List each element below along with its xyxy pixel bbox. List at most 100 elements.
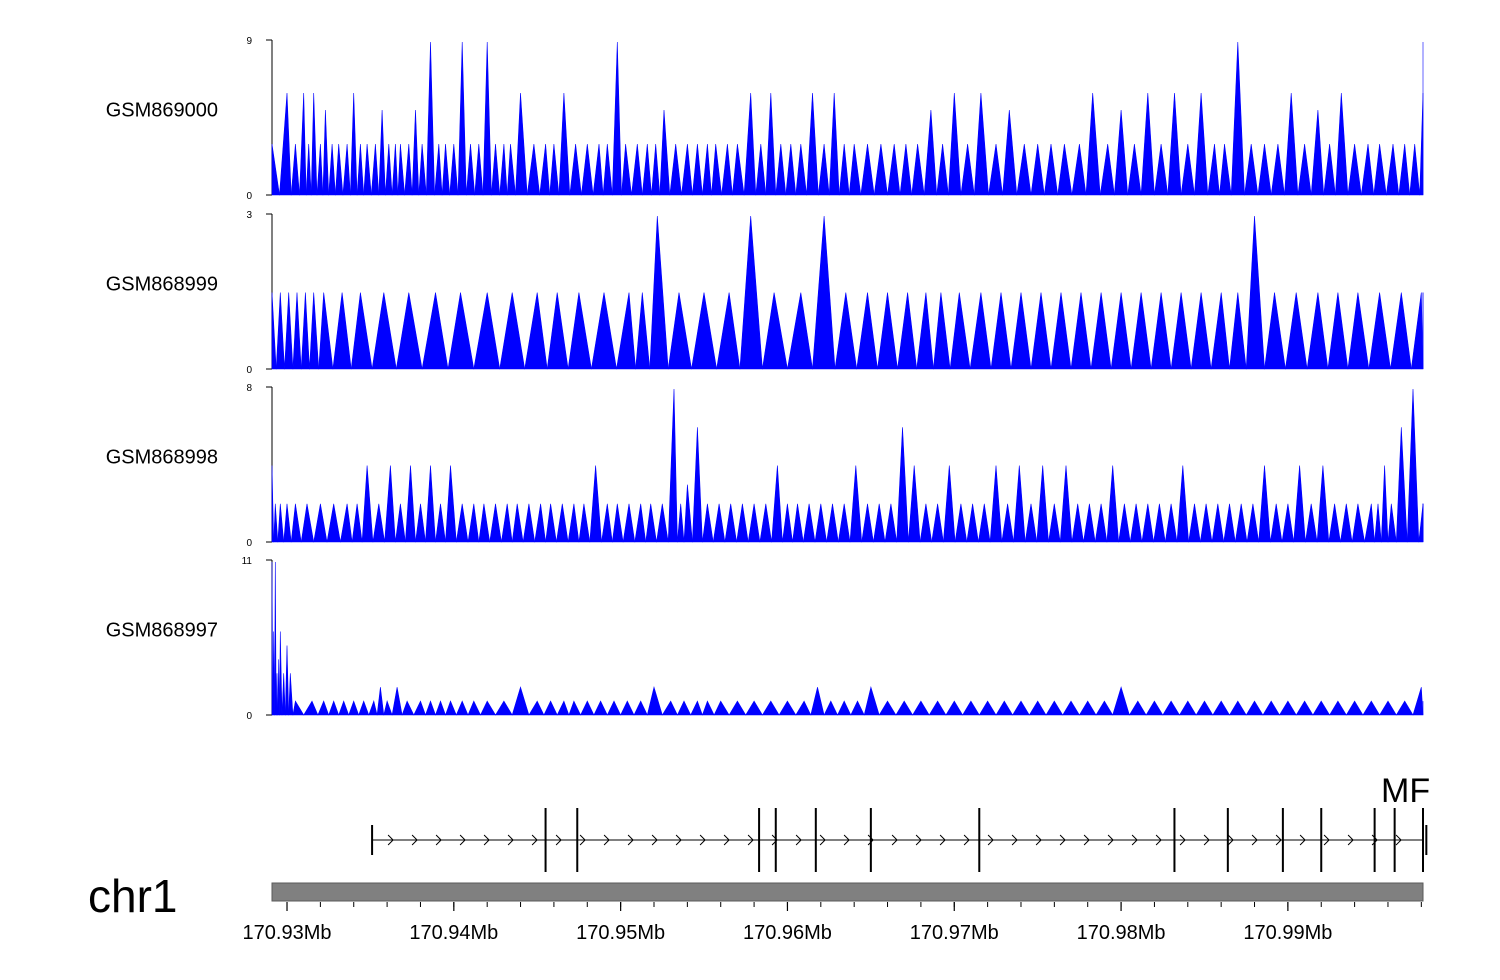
exon: [758, 808, 761, 872]
signal-peak: [425, 41, 435, 196]
signal-peak: [1045, 700, 1064, 716]
signal-peak: [539, 143, 551, 196]
signal-peak: [745, 700, 763, 716]
signal-peak: [1368, 292, 1391, 370]
strand-arrow: [603, 834, 610, 846]
signal-peak: [1162, 700, 1181, 716]
signal-peak: [482, 41, 492, 196]
signal-peak: [384, 465, 396, 543]
signal-peak: [1329, 700, 1347, 716]
strand-arrow: [987, 834, 994, 846]
signal-peak: [1295, 700, 1314, 716]
signal-peak: [899, 143, 913, 196]
signal-peak: [1230, 41, 1245, 196]
signal-peak: [1130, 292, 1152, 370]
signal-peak: [1071, 143, 1087, 196]
signal-peak: [292, 700, 305, 716]
signal-peak: [1387, 503, 1397, 543]
strand-arrow: [1011, 834, 1018, 846]
signal-peak: [568, 700, 582, 716]
signal-peak: [546, 292, 569, 370]
signal-peak: [467, 700, 481, 716]
signal-peak: [1258, 465, 1271, 543]
signal-peak: [711, 143, 722, 196]
signal-peak: [645, 503, 657, 543]
exon: [978, 808, 981, 872]
exon: [1281, 808, 1284, 872]
signal-peak: [848, 143, 862, 196]
signal-peak: [501, 503, 513, 543]
signal-peak: [1364, 503, 1375, 543]
strand-arrow: [1059, 834, 1066, 846]
signal-peak: [589, 465, 602, 543]
signal-peak: [1395, 427, 1408, 543]
signal-peak: [785, 143, 797, 196]
signal-peak: [292, 292, 302, 370]
signal-peak: [418, 143, 427, 196]
signal-peak: [300, 503, 315, 543]
strand-arrow: [1251, 834, 1258, 846]
signal-peak: [713, 700, 730, 716]
exon: [1422, 808, 1424, 872]
signal-peak: [1112, 686, 1130, 716]
signal-peak: [1129, 503, 1143, 543]
signal-peak: [1246, 503, 1260, 543]
signal-peak: [1385, 143, 1400, 196]
exon: [1173, 808, 1176, 872]
signal-peak: [631, 143, 643, 196]
signal-peak: [310, 92, 318, 196]
signal-peak: [1297, 143, 1312, 196]
signal-peak: [948, 92, 962, 196]
signal-peak: [1327, 292, 1349, 370]
signal-peak: [1316, 465, 1330, 543]
signal-peak: [692, 427, 703, 543]
signal-peak: [1150, 292, 1172, 370]
signal-peak: [908, 465, 921, 543]
y-tick-label-max: 8: [246, 383, 252, 394]
signal-peak: [1001, 503, 1014, 543]
signal-peak: [775, 143, 787, 196]
signal-peak: [761, 700, 780, 716]
signal-peak: [856, 292, 878, 370]
signal-peak: [549, 143, 560, 196]
signal-peak: [271, 143, 280, 196]
signal-peak: [1153, 503, 1166, 543]
signal-peak: [445, 700, 457, 716]
signal-peak: [1180, 143, 1195, 196]
signal-peak: [873, 503, 886, 543]
signal-peak: [676, 700, 692, 716]
signal-peak: [1071, 503, 1084, 543]
y-tick-label-zero: 0: [246, 191, 252, 202]
signal-peak: [1010, 292, 1032, 370]
signal-peak: [701, 700, 715, 716]
signal-peak: [378, 109, 386, 196]
signal-peak: [592, 143, 604, 196]
signal-peak: [860, 143, 875, 196]
chromosome-label: chr1: [88, 870, 177, 922]
strand-arrow: [1347, 834, 1354, 846]
signal-peak: [1285, 292, 1308, 370]
signal-peak: [1281, 503, 1295, 543]
exon: [814, 808, 817, 872]
strand-arrow: [1155, 834, 1162, 846]
signal-peak: [1114, 109, 1129, 196]
signal-peak: [1379, 700, 1397, 716]
signal-peak: [661, 700, 678, 716]
signal-peak: [973, 92, 989, 196]
signal-peak: [1188, 503, 1201, 543]
signal-peak: [303, 700, 319, 716]
signal-peak: [511, 686, 530, 716]
signal-peak: [778, 700, 797, 716]
signal-peak: [1335, 92, 1349, 196]
strand-arrow: [1323, 834, 1330, 846]
signal-peak: [593, 700, 608, 716]
signal-peak: [300, 292, 310, 370]
signal-peak: [275, 292, 285, 370]
signal-peak: [923, 109, 938, 196]
signal-peak: [361, 465, 374, 543]
signal-peak: [622, 503, 636, 543]
strand-arrow: [555, 834, 562, 846]
signal-peak: [1323, 143, 1336, 196]
signal-peak: [313, 503, 328, 543]
